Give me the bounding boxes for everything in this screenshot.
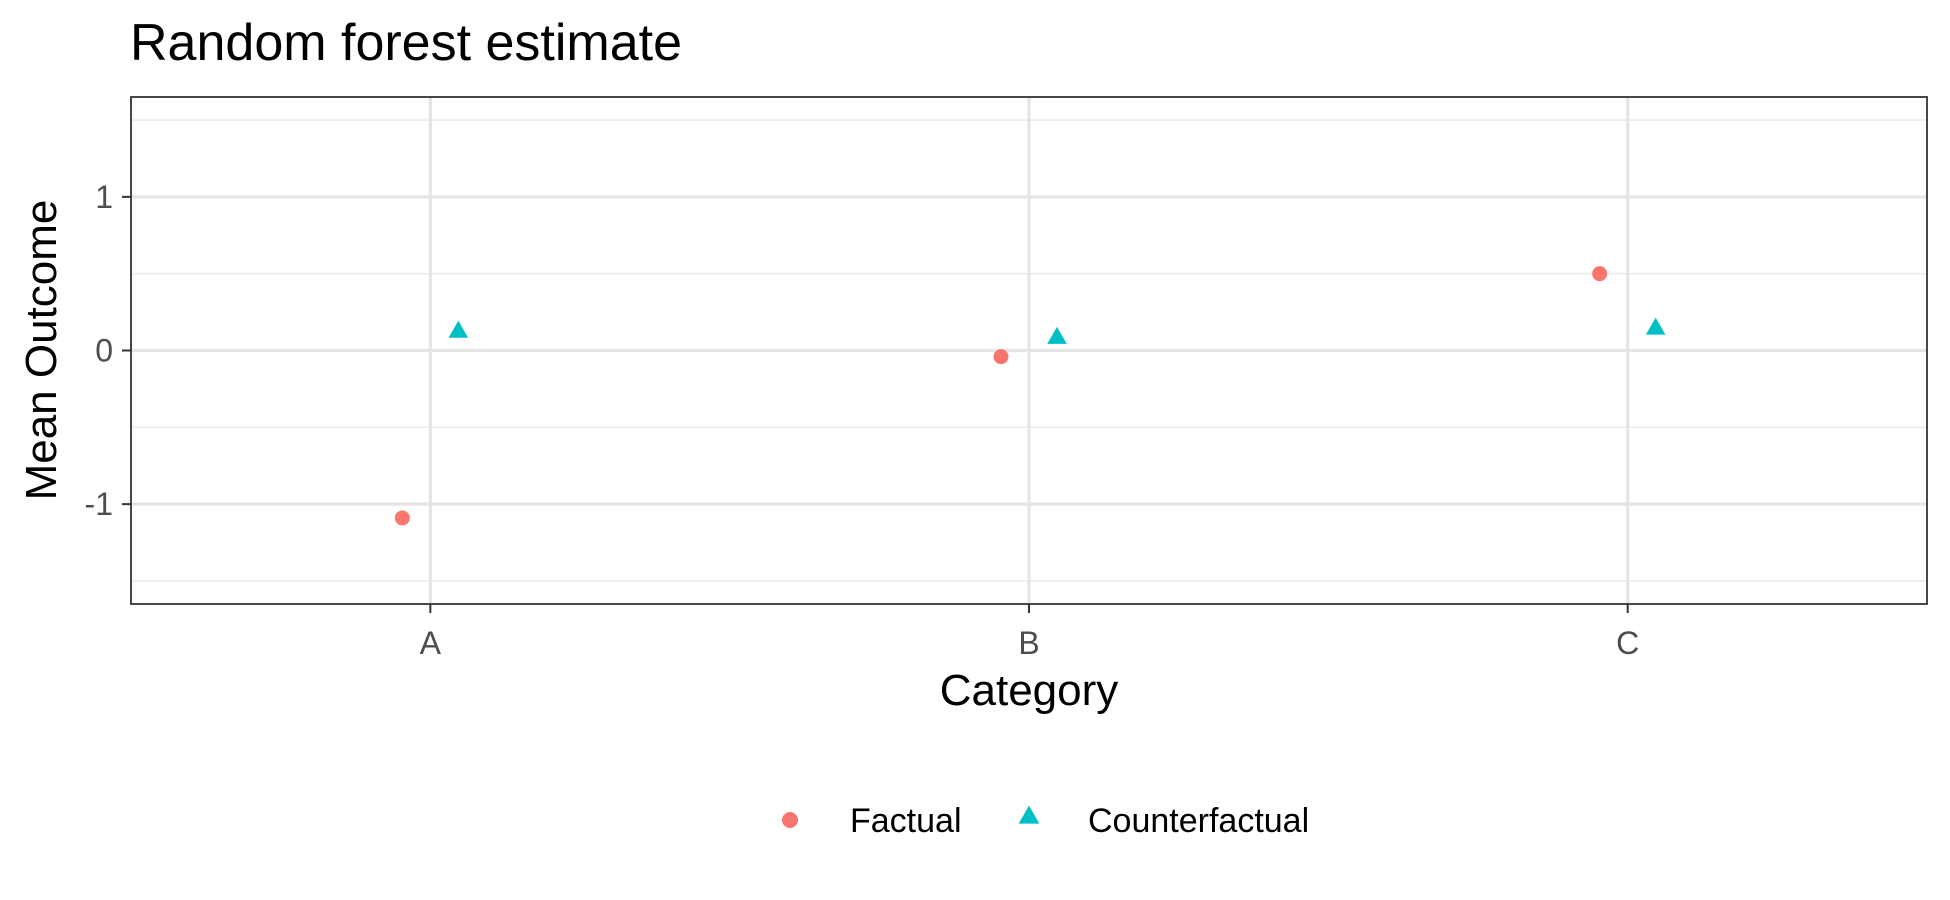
x-axis-title: Category <box>940 666 1119 715</box>
legend-label-counterfactual: Counterfactual <box>1088 802 1309 840</box>
y-tick-label: 0 <box>95 333 113 369</box>
point-factual <box>1592 266 1608 282</box>
axes: -1 0 1 A B C <box>85 179 1640 661</box>
legend: Factual Counterfactual <box>782 802 1309 840</box>
data-points <box>394 266 1666 526</box>
plot-panel <box>130 96 1928 605</box>
legend-key-counterfactual <box>1018 805 1040 824</box>
y-tick-label: 1 <box>95 179 113 215</box>
y-axis-title: Mean Outcome <box>17 200 66 501</box>
grid-lines <box>131 97 1927 604</box>
point-counterfactual <box>448 320 469 338</box>
point-counterfactual <box>1047 326 1067 344</box>
x-tick-label: B <box>1018 625 1039 661</box>
legend-key-factual <box>782 812 798 828</box>
point-counterfactual <box>1645 317 1666 335</box>
point-factual <box>993 349 1009 365</box>
y-tick-label: -1 <box>85 486 113 522</box>
point-factual <box>394 510 410 526</box>
x-tick-label: C <box>1616 625 1639 661</box>
chart-title: Random forest estimate <box>130 14 682 72</box>
legend-label-factual: Factual <box>850 802 962 840</box>
x-tick-label: A <box>420 625 442 661</box>
